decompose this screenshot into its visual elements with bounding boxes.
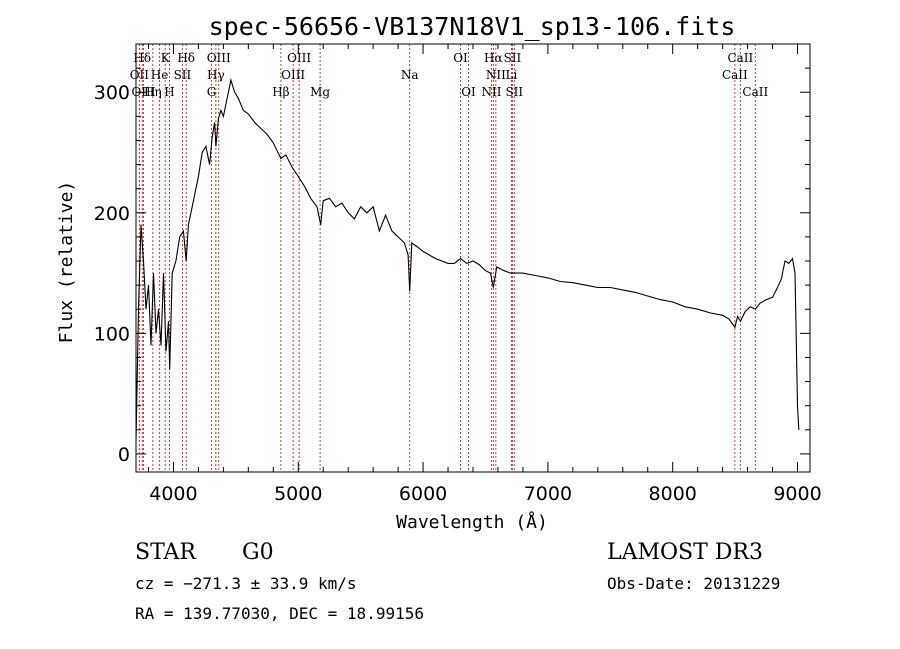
y-axis-ticks: 0 100 200 300 bbox=[94, 67, 810, 466]
object-class: STAR bbox=[135, 540, 196, 565]
line-marker-label-17: CaII bbox=[722, 68, 748, 82]
line-marker-label-8: CaII bbox=[727, 51, 753, 65]
line-marker-label-15: NII bbox=[486, 68, 506, 82]
x-tick-label-3: 7000 bbox=[524, 483, 572, 505]
line-marker-label-6: Hα bbox=[484, 51, 503, 65]
spectrum-line bbox=[135, 78, 800, 442]
y-axis-label: Flux (relative) bbox=[56, 181, 77, 344]
y-tick-label-3: 300 bbox=[94, 82, 130, 104]
line-marker-label-5: OI bbox=[453, 51, 468, 65]
line-marker-label-21: G bbox=[207, 85, 217, 99]
line-marker-label-12: Hγ bbox=[207, 68, 225, 82]
line-marker-label-7: SII bbox=[504, 51, 522, 65]
x-tick-label-1: 5000 bbox=[274, 483, 322, 505]
observation-date: Obs-Date: 20131229 bbox=[607, 574, 781, 593]
x-tick-label-2: 6000 bbox=[399, 483, 447, 505]
x-axis-ticks: 4000 5000 6000 7000 8000 9000 bbox=[147, 44, 822, 505]
spectral-line-markers bbox=[138, 44, 756, 472]
object-subclass: G0 bbox=[242, 540, 274, 565]
line-marker-label-9: OII bbox=[130, 68, 150, 82]
line-marker-label-27: CaII bbox=[742, 85, 768, 99]
line-marker-label-1: K bbox=[161, 51, 171, 65]
line-marker-label-20: H bbox=[164, 85, 174, 99]
chart-title: spec-56656-VB137N18V1_sp13-106.fits bbox=[209, 12, 736, 41]
line-marker-label-10: He bbox=[151, 68, 169, 82]
plot-frame bbox=[135, 43, 811, 473]
line-marker-label-3: OIII bbox=[207, 51, 231, 65]
x-axis-label: Wavelength (Å) bbox=[396, 511, 548, 533]
x-tick-label-5: 9000 bbox=[773, 483, 821, 505]
line-marker-label-11: SII bbox=[174, 68, 192, 82]
x-tick-label-0: 4000 bbox=[149, 483, 197, 505]
y-tick-label-1: 100 bbox=[94, 323, 130, 345]
line-marker-label-19: Hη bbox=[144, 85, 162, 99]
line-marker-label-16: Li bbox=[506, 68, 518, 82]
y-tick-label-2: 200 bbox=[94, 203, 130, 225]
line-marker-label-14: Na bbox=[401, 68, 419, 82]
line-marker-label-0: Hδ bbox=[133, 51, 151, 65]
line-marker-label-22: Hβ bbox=[272, 85, 289, 99]
line-marker-label-23: Mg bbox=[310, 85, 330, 99]
line-marker-label-24: OI bbox=[461, 85, 476, 99]
line-marker-label-25: NII bbox=[481, 85, 501, 99]
line-marker-label-13: OIII bbox=[281, 68, 305, 82]
survey-name: LAMOST DR3 bbox=[607, 540, 763, 565]
line-marker-label-2: Hδ bbox=[177, 51, 195, 65]
radial-velocity: cz = −271.3 ± 33.9 km/s bbox=[135, 574, 357, 593]
line-marker-label-4: OIII bbox=[287, 51, 311, 65]
x-tick-label-4: 8000 bbox=[649, 483, 697, 505]
line-marker-label-26: SII bbox=[505, 85, 523, 99]
y-tick-label-0: 0 bbox=[118, 444, 130, 466]
coordinates: RA = 139.77030, DEC = 18.99156 bbox=[135, 604, 424, 623]
